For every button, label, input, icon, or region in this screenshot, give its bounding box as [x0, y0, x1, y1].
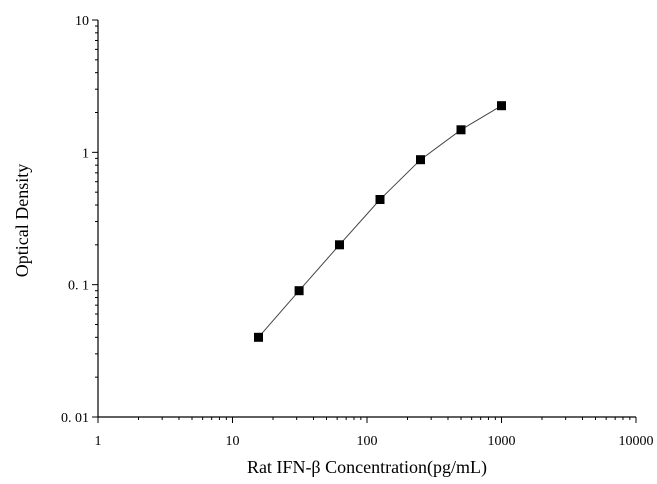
fit-curve [258, 105, 502, 338]
x-tick-label: 100 [357, 434, 378, 449]
data-point [294, 286, 304, 296]
x-axis-ticks: 1 10 100 1000 10000 [95, 417, 654, 449]
y-tick-label: 10 [75, 14, 89, 29]
y-tick-label: 1 [82, 146, 89, 161]
x-tick-label: 10000 [619, 434, 654, 449]
y-axis-ticks: 0. 01 0. 1 1 10 [61, 14, 98, 426]
y-axis-title: Optical Density [12, 164, 32, 277]
y-tick-label: 0. 01 [61, 411, 89, 426]
data-point [335, 240, 344, 250]
x-tick-label: 1000 [488, 434, 516, 449]
data-point [497, 101, 506, 111]
data-point [416, 155, 425, 165]
y-tick-label: 0. 1 [68, 279, 89, 294]
data-point [254, 332, 263, 342]
data-point [456, 125, 466, 135]
series-layer [254, 101, 506, 342]
data-point [375, 195, 385, 204]
x-tick-label: 1 [95, 434, 102, 449]
x-tick-label: 10 [226, 434, 240, 449]
x-axis-title: Rat IFN-β Concentration(pg/mL) [247, 457, 487, 478]
